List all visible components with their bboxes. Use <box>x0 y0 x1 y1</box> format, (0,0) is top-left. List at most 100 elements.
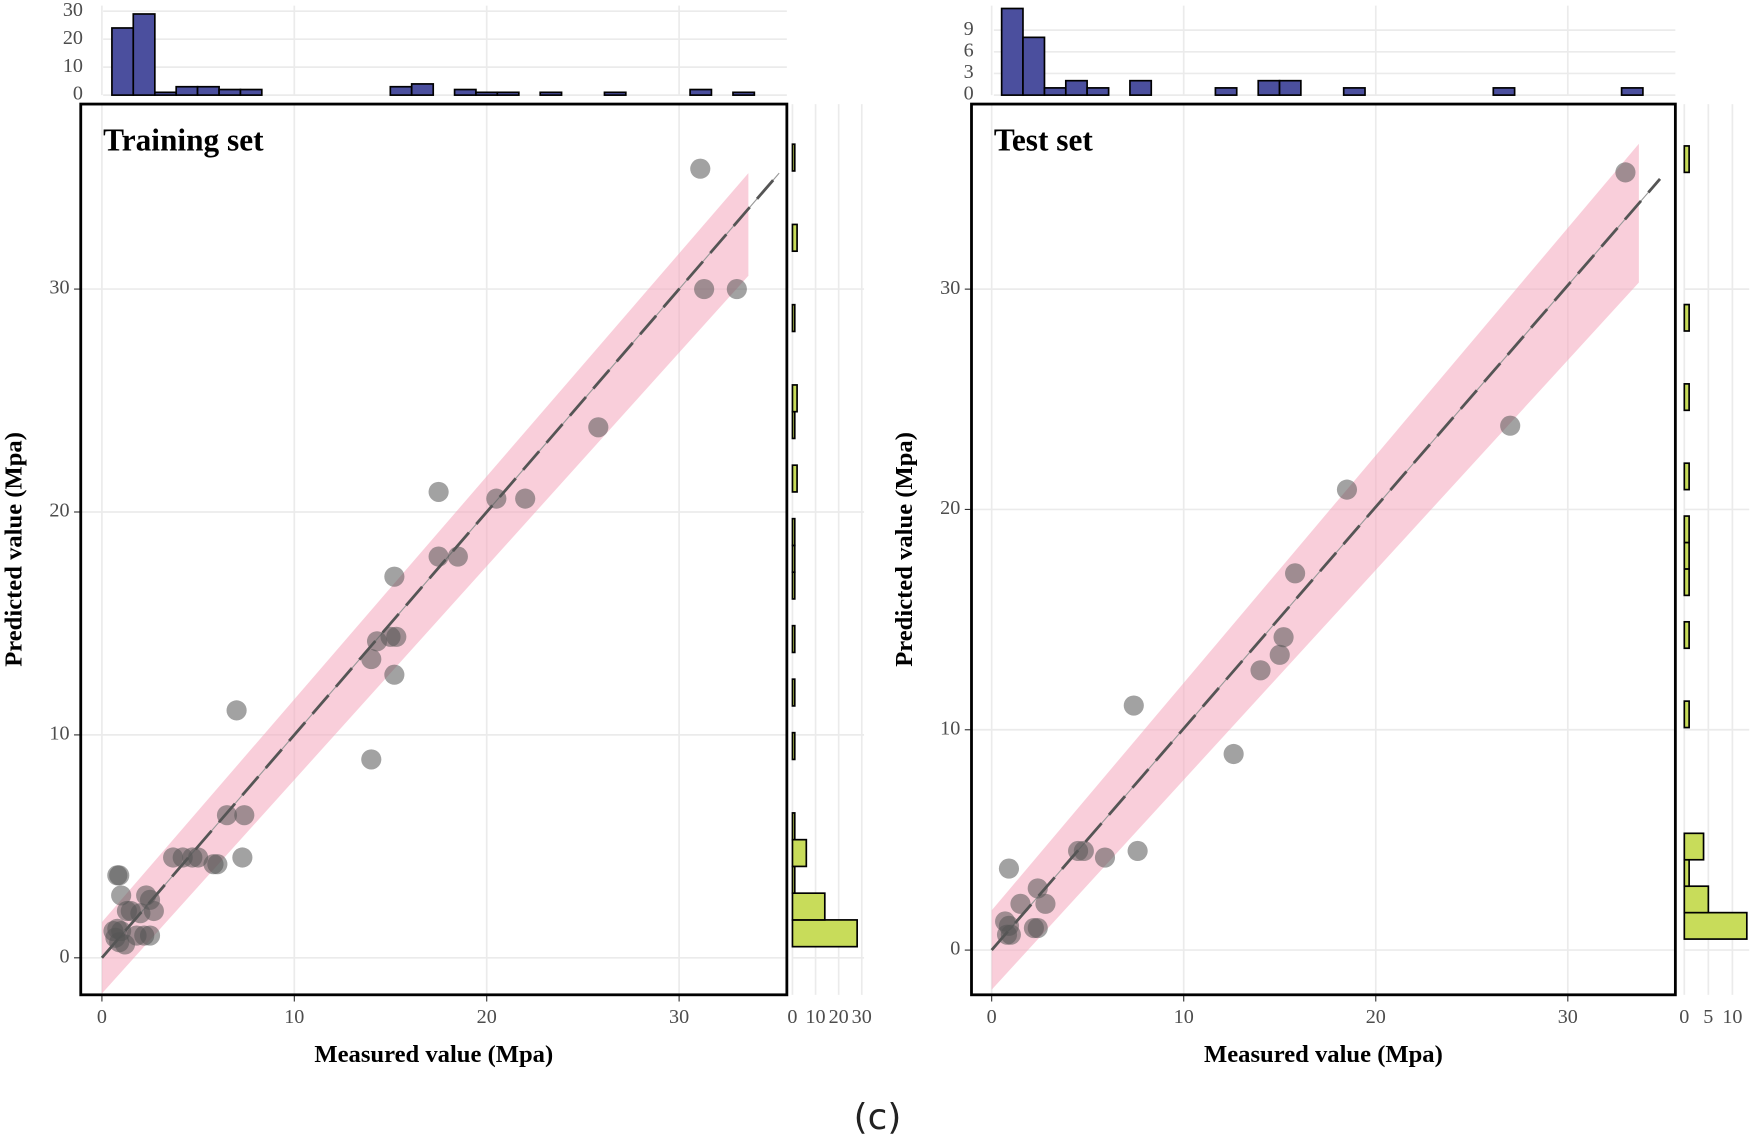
x-axis-label: Measured value (Mpa) <box>314 1041 553 1068</box>
point <box>130 903 151 924</box>
point <box>588 417 609 438</box>
histogram-bar <box>218 88 242 96</box>
histogram-bar <box>1683 515 1690 544</box>
point <box>361 649 382 670</box>
point <box>486 488 507 509</box>
x-tick-label: 0 <box>97 1006 107 1028</box>
histogram-bar <box>1342 87 1366 96</box>
x-tick-label: 0 <box>787 1006 797 1028</box>
x-tick-label: 10 <box>805 1006 825 1028</box>
x-tick-label: 10 <box>1174 1006 1194 1028</box>
y-tick-label: 20 <box>940 497 960 519</box>
point <box>1500 415 1521 436</box>
histogram-bar <box>791 303 796 333</box>
histogram-bar <box>791 624 796 654</box>
point <box>111 885 132 906</box>
x-axis-label: Measured value (Mpa) <box>1204 1041 1443 1068</box>
histogram-bar <box>1683 541 1690 570</box>
point <box>1223 743 1244 765</box>
histogram-bar <box>1492 87 1516 96</box>
histogram-bar <box>496 91 520 96</box>
histogram-bar <box>791 571 796 600</box>
point <box>207 854 228 875</box>
histogram-bar <box>453 88 477 96</box>
histogram-bar <box>791 838 808 868</box>
panel-title: Training set <box>103 122 264 157</box>
x-tick-label: 5 <box>1703 1006 1713 1028</box>
x-tick-label: 30 <box>1558 1006 1578 1028</box>
histogram-bar <box>1214 87 1238 96</box>
point <box>1250 660 1271 681</box>
point <box>1035 893 1056 914</box>
histogram-bar <box>1683 568 1690 597</box>
x-tick-label: 20 <box>477 1006 497 1028</box>
histogram-bar <box>389 85 413 96</box>
histogram-bar <box>1683 832 1705 861</box>
histogram-bar <box>1257 79 1281 96</box>
point <box>1073 840 1094 862</box>
histogram-bar <box>1683 885 1710 914</box>
histogram-bar <box>1022 36 1046 96</box>
point <box>216 805 238 826</box>
histogram-bar <box>791 143 796 172</box>
x-tick-label: 20 <box>829 1006 849 1028</box>
point <box>515 488 536 509</box>
histogram-bar <box>1043 87 1067 96</box>
histogram-bar <box>689 88 713 96</box>
point <box>361 749 382 770</box>
point <box>384 566 405 587</box>
histogram-bar <box>791 919 858 948</box>
x-tick-label: 10 <box>284 1006 304 1028</box>
point <box>188 847 209 868</box>
histogram-bar <box>175 85 199 96</box>
point <box>428 546 449 567</box>
histogram-bar <box>410 83 435 96</box>
histogram-bar <box>1683 383 1690 412</box>
point <box>1273 627 1294 648</box>
histogram-bar <box>539 91 563 96</box>
point <box>139 925 161 946</box>
y-tick-label: 20 <box>63 27 83 49</box>
x-tick-label: 0 <box>1679 1006 1689 1028</box>
point <box>1127 840 1148 862</box>
point <box>1123 695 1144 716</box>
confidence-band <box>991 143 1639 990</box>
histogram-bar <box>791 892 826 921</box>
histogram-bar <box>1278 79 1302 96</box>
point <box>1336 479 1358 500</box>
x-tick-label: 20 <box>1366 1006 1386 1028</box>
y-tick-label: 30 <box>63 0 83 21</box>
point <box>386 626 407 647</box>
histogram-bar <box>132 13 156 96</box>
point <box>690 158 711 179</box>
histogram-bar <box>1129 79 1153 96</box>
point <box>726 279 747 300</box>
histogram-bar <box>732 91 756 96</box>
y-tick-label: 0 <box>60 945 70 967</box>
point <box>226 700 247 721</box>
plot-border <box>970 102 1677 997</box>
y-tick-label: 0 <box>73 83 83 105</box>
point <box>234 805 255 826</box>
histogram-bar <box>1683 620 1690 650</box>
point <box>447 546 468 567</box>
point <box>1094 847 1116 868</box>
histogram-bar <box>1064 79 1088 96</box>
histogram-bar <box>791 223 798 253</box>
fit-line <box>990 178 1662 952</box>
histogram-bar <box>153 91 178 96</box>
x-tick-label: 10 <box>1722 1006 1742 1028</box>
point <box>232 847 253 868</box>
point <box>1285 563 1306 584</box>
x-tick-label: 30 <box>852 1006 872 1028</box>
histogram-bar <box>239 88 263 96</box>
histogram-bar <box>603 91 627 96</box>
histogram-bar <box>1620 87 1644 96</box>
y-axis-label: Predicted value (Mpa) <box>891 432 918 667</box>
y-tick-label: 3 <box>964 61 974 83</box>
x-tick-label: 30 <box>669 1006 689 1028</box>
caption: (c) <box>854 1097 902 1138</box>
